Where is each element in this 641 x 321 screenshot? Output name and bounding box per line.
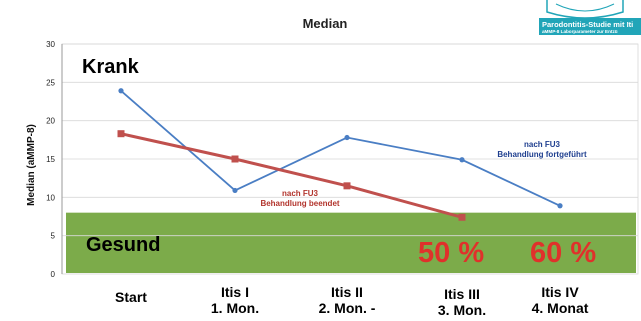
chart-title: Median: [303, 16, 348, 31]
x-category-label: 3. Mon.: [438, 302, 486, 318]
logo-line-2: aMMP-8 Laborparameter zur Entzü: [542, 29, 618, 34]
gridlines: [62, 43, 638, 237]
label-percent-60: 60 %: [530, 237, 596, 269]
series-line-red: [120, 132, 463, 219]
label-krank: Krank: [82, 56, 140, 78]
label-percent-50: 50 %: [418, 237, 484, 269]
blue-note-line-2: Behandlung fortgeführt: [497, 150, 587, 159]
y-tick-label: 15: [46, 155, 55, 164]
data-point-blue: [232, 187, 238, 194]
y-axis-label: Median (aMMP-8): [26, 124, 37, 206]
category-labels: Start Itis I1. Mon. Itis II2. Mon. - Itis I…: [115, 284, 589, 318]
data-point-red: [458, 213, 466, 221]
x-category-label: Itis I: [221, 284, 249, 300]
x-category-label: 4. Monat: [532, 300, 589, 316]
data-point-blue: [557, 203, 563, 209]
logo-banner: [539, 18, 641, 35]
data-point-blue: [459, 157, 465, 163]
healthy-band: [66, 212, 636, 273]
x-category-label: Itis II: [331, 284, 363, 300]
data-point-red: [343, 182, 351, 190]
data-point-red: [117, 130, 125, 138]
x-category-label: Start: [115, 289, 147, 305]
label-gesund: Gesund: [86, 234, 160, 256]
data-point-blue: [344, 134, 350, 141]
x-category-label: 2. Mon. -: [319, 300, 376, 316]
y-tick-label: 25: [46, 78, 55, 87]
y-tick-label: 0: [51, 270, 56, 279]
y-tick-label: 20: [46, 117, 55, 126]
study-logo: Parodontitis-Studie mit Iti aMMP-8 Labor…: [539, 0, 641, 35]
x-category-label: 1. Mon.: [211, 300, 259, 316]
x-category-label: Itis III: [444, 286, 480, 302]
logo-line-1: Parodontitis-Studie mit Iti: [542, 20, 633, 29]
red-note-line-2: Behandlung beendet: [260, 199, 339, 208]
y-tick-label: 10: [46, 193, 55, 202]
data-point-red: [231, 155, 239, 163]
x-category-label: Itis IV: [541, 284, 579, 300]
y-tick-label: 30: [46, 40, 55, 49]
blue-note-line-1: nach FU3: [524, 140, 561, 149]
red-note-line-1: nach FU3: [282, 189, 319, 198]
data-point-blue: [118, 88, 124, 94]
y-tick-label: 5: [51, 232, 56, 241]
series-layer: [117, 88, 563, 221]
y-tick-labels: 0 5 10 15 20 25 30: [46, 40, 55, 279]
